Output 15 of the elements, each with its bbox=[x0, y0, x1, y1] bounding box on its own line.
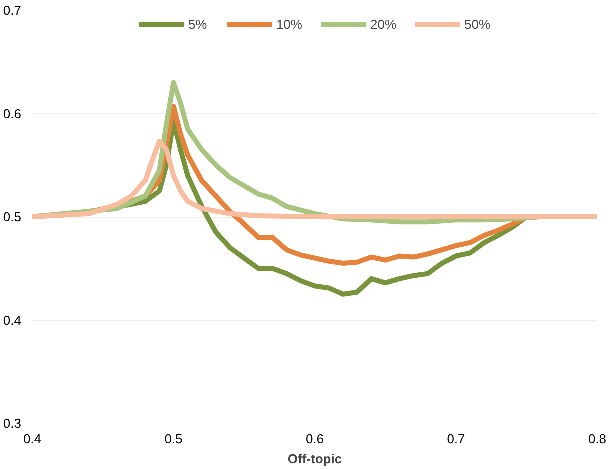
legend-label: 20% bbox=[370, 16, 397, 32]
x-tick-label: 0.4 bbox=[23, 432, 42, 446]
legend-label: 10% bbox=[276, 16, 302, 32]
y-tick-label: 0.7 bbox=[3, 3, 22, 18]
x-tick-label: 0.8 bbox=[588, 432, 607, 446]
y-tick-label: 0.4 bbox=[3, 312, 22, 328]
x-tick-label: 0.5 bbox=[164, 432, 183, 446]
y-tick-label: 0.6 bbox=[3, 106, 22, 122]
legend-label: 5% bbox=[188, 16, 208, 32]
x-tick-label: 0.7 bbox=[447, 432, 466, 446]
y-tick-label: 0.3 bbox=[3, 416, 22, 431]
x-tick-label: 0.6 bbox=[306, 432, 324, 446]
x-axis-title: Off-topic bbox=[288, 452, 342, 466]
legend-label: 50% bbox=[464, 16, 491, 32]
y-tick-label: 0.5 bbox=[3, 210, 22, 224]
